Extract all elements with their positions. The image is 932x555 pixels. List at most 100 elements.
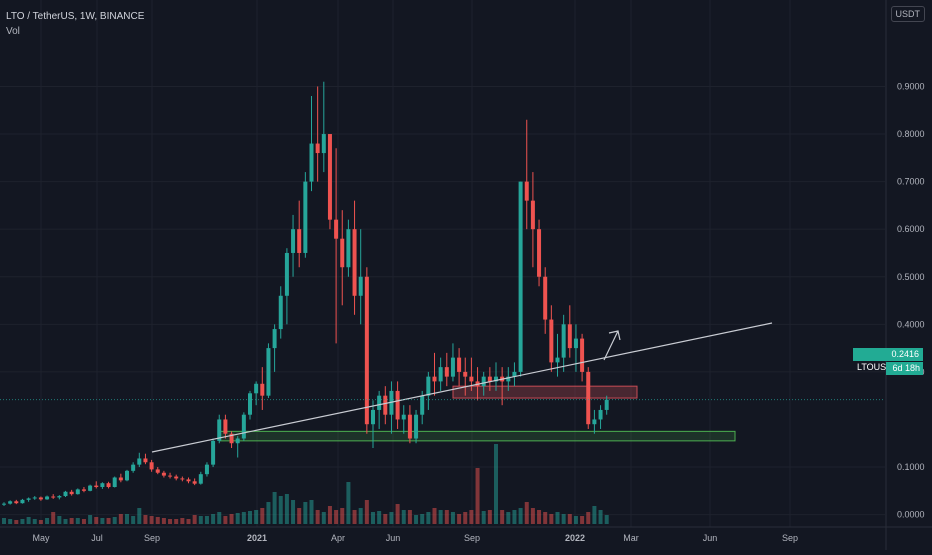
candle-body bbox=[598, 409, 603, 420]
candle-body bbox=[168, 475, 173, 477]
volume-bar bbox=[57, 516, 62, 524]
volume-bar bbox=[383, 514, 388, 524]
candle-body bbox=[377, 395, 382, 410]
candle-body bbox=[383, 395, 388, 415]
volume-bar bbox=[426, 512, 431, 524]
volume-bar bbox=[75, 518, 80, 524]
candle-body bbox=[407, 414, 412, 439]
volume-bar bbox=[364, 500, 369, 524]
volume-bar bbox=[561, 514, 566, 524]
x-tick-label: May bbox=[32, 533, 50, 543]
volume-bar bbox=[573, 516, 578, 524]
volume-bar bbox=[555, 512, 560, 524]
volume-bar bbox=[291, 500, 296, 524]
candle-body bbox=[125, 470, 129, 481]
candle-body bbox=[555, 357, 560, 363]
candle-body bbox=[278, 295, 283, 330]
candle-body bbox=[580, 338, 585, 372]
candle-body bbox=[131, 464, 136, 471]
candle-body bbox=[401, 414, 406, 420]
candle-body bbox=[494, 376, 498, 382]
candle-body bbox=[327, 134, 332, 220]
volume-bar bbox=[284, 494, 289, 524]
candle-body bbox=[543, 276, 548, 320]
volume-bar bbox=[321, 512, 326, 524]
volume-bar bbox=[463, 512, 468, 524]
volume-bar bbox=[8, 519, 13, 524]
volume-bar bbox=[530, 508, 535, 524]
volume-bar bbox=[192, 515, 197, 524]
volume-bar bbox=[500, 510, 505, 524]
candle-body bbox=[457, 357, 462, 372]
volume-bar bbox=[407, 510, 412, 524]
volume-bar bbox=[155, 517, 160, 524]
volume-bar bbox=[198, 516, 203, 524]
candle-body bbox=[51, 496, 56, 498]
volume-bar bbox=[186, 519, 191, 524]
candle-body bbox=[303, 181, 308, 253]
currency-button[interactable]: USDT bbox=[890, 6, 925, 22]
volume-bar bbox=[217, 512, 222, 524]
candle-body bbox=[20, 499, 25, 504]
candle-body bbox=[291, 229, 296, 253]
candle-body bbox=[14, 501, 19, 504]
candle-body bbox=[389, 390, 394, 415]
candle-body bbox=[346, 229, 351, 268]
volume-bar bbox=[315, 510, 320, 524]
volume-bar bbox=[567, 514, 572, 524]
volume-bar bbox=[229, 514, 234, 524]
candle-body bbox=[463, 371, 468, 377]
volume-bar bbox=[143, 515, 148, 524]
volume-bar bbox=[401, 510, 406, 524]
volume-bar bbox=[444, 510, 449, 524]
volume-bar bbox=[604, 515, 609, 524]
volume-bar bbox=[438, 510, 443, 524]
volume-bar bbox=[260, 508, 265, 524]
volume-bar bbox=[174, 519, 179, 524]
x-tick-label: Sep bbox=[144, 533, 160, 543]
volume-bar bbox=[266, 502, 271, 524]
candle-body bbox=[211, 440, 216, 465]
candle-body bbox=[506, 376, 511, 382]
candle-body bbox=[512, 371, 517, 377]
volume-bar bbox=[88, 515, 93, 524]
volume-bar bbox=[512, 510, 517, 524]
arrow-annotation bbox=[603, 330, 621, 361]
candle-body bbox=[254, 383, 259, 394]
volume-bar bbox=[32, 519, 37, 524]
volume-bar bbox=[106, 518, 111, 524]
candle-body bbox=[204, 464, 209, 475]
candle-body bbox=[81, 489, 86, 491]
volume-bar bbox=[149, 516, 154, 524]
candle-body bbox=[426, 376, 431, 396]
volume-bar bbox=[137, 508, 142, 524]
volume-bar bbox=[371, 512, 375, 524]
candle-body bbox=[586, 371, 591, 425]
candle-body bbox=[309, 143, 314, 182]
volume-bar bbox=[2, 518, 6, 524]
x-tick-label: Mar bbox=[623, 533, 639, 543]
volume-bar bbox=[432, 508, 437, 524]
candle-body bbox=[561, 324, 566, 358]
x-tick-label: 2021 bbox=[247, 533, 267, 543]
candle-body bbox=[438, 367, 443, 382]
volume-bar bbox=[395, 504, 400, 524]
candle-body bbox=[358, 276, 363, 296]
candle-body bbox=[604, 399, 609, 410]
volume-bar bbox=[518, 508, 523, 524]
candle-body bbox=[487, 376, 492, 382]
x-tick-label: 2022 bbox=[565, 533, 585, 543]
candle-body bbox=[340, 238, 345, 268]
candle-body bbox=[192, 481, 197, 484]
volume-bar bbox=[26, 517, 31, 524]
candle-body bbox=[567, 324, 572, 349]
y-tick-label: 0.7000 bbox=[897, 177, 925, 187]
resistance-zone bbox=[452, 385, 638, 399]
x-tick-label: Jul bbox=[91, 533, 103, 543]
volume-bar bbox=[100, 518, 105, 524]
volume-bar bbox=[327, 506, 332, 524]
volume-bar bbox=[334, 510, 339, 524]
candle-body bbox=[137, 458, 142, 465]
